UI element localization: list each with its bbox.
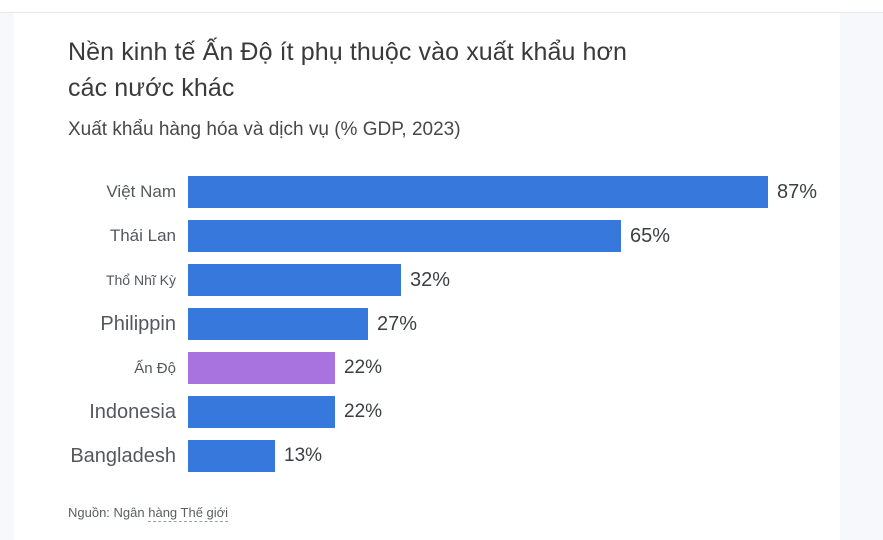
chart-title: Nền kinh tế Ấn Độ ít phụ thuộc vào xuất … bbox=[68, 34, 840, 106]
category-label: Bangladesh bbox=[70, 444, 176, 467]
bar bbox=[188, 176, 768, 208]
source-note: Nguồn: Ngân hàng Thế giới bbox=[68, 505, 840, 522]
bar-row: Ấn Độ 22% bbox=[14, 346, 840, 390]
left-gutter bbox=[0, 13, 14, 540]
bar bbox=[188, 308, 368, 340]
value-label: 65% bbox=[630, 224, 671, 247]
category-label: Indonesia bbox=[89, 400, 176, 423]
category-label: Việt Nam bbox=[106, 182, 176, 201]
source-text-underlined: hàng Thế giới bbox=[148, 505, 229, 522]
bar bbox=[188, 220, 621, 252]
category-label: Thái Lan bbox=[109, 226, 176, 245]
bar-row: Philippin 27% bbox=[14, 302, 840, 346]
chart-subtitle: Xuất khẩu hàng hóa và dịch vụ (% GDP, 20… bbox=[68, 119, 461, 140]
bar bbox=[188, 396, 335, 428]
source-text: Nguồn: Ngân bbox=[68, 505, 149, 520]
value-label: 87% bbox=[777, 180, 818, 203]
value-label: 22% bbox=[344, 401, 383, 422]
category-label: Thổ Nhĩ Kỳ bbox=[105, 272, 176, 288]
bar-row: Việt Nam 87% bbox=[14, 170, 840, 214]
bar-chart: Việt Nam 87% Thái Lan 65% Thổ Nhĩ Kỳ 32% Phili… bbox=[14, 170, 840, 478]
value-label: 32% bbox=[410, 268, 451, 291]
category-label: Ấn Độ bbox=[134, 359, 176, 377]
value-label: 22% bbox=[344, 357, 383, 378]
bar-row: Indonesia 22% bbox=[14, 390, 840, 434]
chart-card: Nền kinh tế Ấn Độ ít phụ thuộc vào xuất … bbox=[14, 13, 840, 540]
bar-row: Bangladesh 13% bbox=[14, 434, 840, 478]
category-label: Philippin bbox=[100, 312, 176, 335]
chart-title-line-2: các nước khác bbox=[68, 74, 235, 102]
value-label: 13% bbox=[284, 445, 323, 466]
chart-title-line-1: Nền kinh tế Ấn Độ ít phụ thuộc vào xuất … bbox=[68, 38, 628, 66]
value-label: 27% bbox=[377, 312, 418, 335]
bar-highlighted bbox=[188, 352, 335, 384]
top-divider bbox=[0, 0, 883, 13]
bar bbox=[188, 264, 401, 296]
bar-row: Thổ Nhĩ Kỳ 32% bbox=[14, 258, 840, 302]
right-gutter bbox=[840, 13, 883, 540]
bar bbox=[188, 440, 275, 472]
bar-row: Thái Lan 65% bbox=[14, 214, 840, 258]
